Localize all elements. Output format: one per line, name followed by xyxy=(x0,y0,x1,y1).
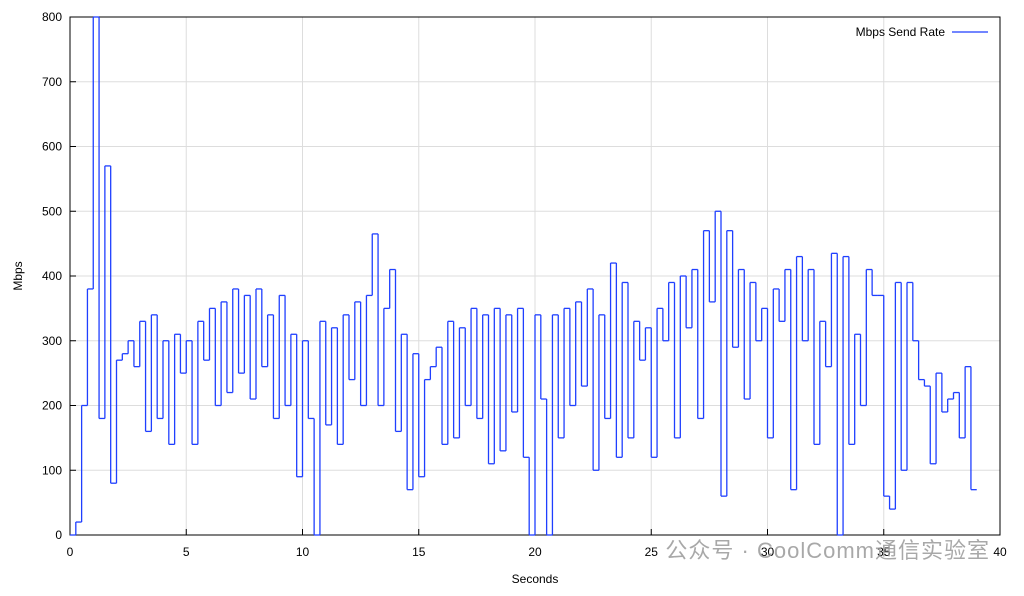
x-tick-label: 10 xyxy=(296,545,310,559)
x-tick-label: 15 xyxy=(412,545,426,559)
x-tick-label: 40 xyxy=(993,545,1007,559)
y-tick-label: 0 xyxy=(55,528,62,542)
step-riser xyxy=(75,17,972,535)
watermark: 公众号 · CoolComm通信实验室 xyxy=(665,538,990,563)
x-tick-label: 35 xyxy=(877,545,891,559)
x-tick-label: 30 xyxy=(761,545,775,559)
y-tick-label: 400 xyxy=(42,269,62,283)
y-tick-label: 200 xyxy=(42,399,62,413)
x-tick-label: 0 xyxy=(67,545,74,559)
series xyxy=(70,16,977,536)
y-tick-label: 700 xyxy=(42,75,62,89)
x-tick-label: 20 xyxy=(528,545,542,559)
y-tick-label: 800 xyxy=(42,10,62,24)
x-tick-label: 25 xyxy=(645,545,659,559)
x-axis-label: Seconds xyxy=(512,572,559,586)
y-tick-label: 500 xyxy=(42,204,62,218)
legend-label: Mbps Send Rate xyxy=(856,25,946,39)
y-axis-label: Mbps xyxy=(11,261,25,290)
x-tick-label: 5 xyxy=(183,545,190,559)
y-tick-label: 300 xyxy=(42,334,62,348)
y-tick-label: 600 xyxy=(42,140,62,154)
y-tick-label: 100 xyxy=(42,463,62,477)
